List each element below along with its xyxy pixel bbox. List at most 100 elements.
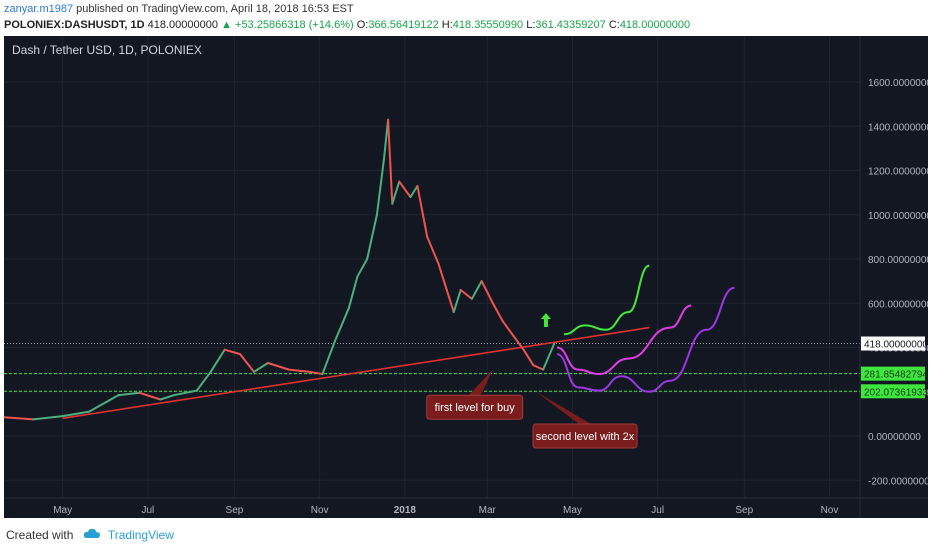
- price-segment: [391, 180, 401, 205]
- projection-curve: [556, 286, 735, 393]
- x-tick-label: May: [563, 505, 582, 516]
- y-tick-label: 1000.00000000: [868, 211, 928, 222]
- publish-line: zanyar.m1987 published on TradingView.co…: [4, 3, 354, 15]
- callout-pointer: [536, 391, 592, 424]
- grid: [4, 36, 860, 498]
- y-tick-label: -200.00000000: [868, 476, 928, 487]
- price-segment: [321, 339, 337, 376]
- price-segment: [347, 275, 359, 309]
- y-tick-label: 1200.00000000: [868, 167, 928, 178]
- tradingview-brand[interactable]: TradingView: [107, 528, 174, 542]
- level-price-tag: [861, 384, 925, 399]
- price-segment: [239, 353, 256, 373]
- y-tick-label: 1600.00000000: [868, 78, 928, 89]
- x-tick-label: May: [53, 505, 72, 516]
- low-value: 361.43359207: [535, 19, 606, 31]
- annotations: first level for buy second level with 2x: [426, 369, 638, 449]
- price-segment: [117, 391, 141, 397]
- published-text: published on TradingView.com, April 18, …: [73, 3, 354, 15]
- x-tick-label: Sep: [735, 505, 753, 516]
- y-tick-label: 0.00000000: [868, 432, 921, 443]
- projection-curve: [556, 304, 692, 376]
- x-tick-label: Mar: [479, 505, 497, 516]
- price-segment: [366, 213, 378, 260]
- price-segment: [491, 302, 504, 322]
- price-axis[interactable]: 1600.00000000 1400.00000000 1200.00000000 1…: [868, 78, 932, 487]
- price-segment: [501, 319, 515, 338]
- projection-curves: [540, 264, 735, 393]
- price-segment: [542, 342, 556, 371]
- price-segment: [387, 118, 394, 205]
- price-segment: [173, 389, 198, 397]
- price-segment: [138, 391, 162, 401]
- footer: Created with TradingView: [0, 518, 932, 550]
- price-segment: [409, 184, 419, 199]
- up-triangle-icon: ▲: [221, 19, 232, 31]
- price-segment: [426, 235, 440, 265]
- level-price-text: 281.85482794: [864, 370, 928, 381]
- price-segment: [382, 118, 390, 161]
- symbol-label: POLONIEX:DASHUSDT, 1D: [4, 19, 145, 31]
- price-segment: [209, 348, 226, 373]
- price-segment: [512, 335, 525, 351]
- x-tick-label: Jul: [141, 505, 154, 516]
- price-chart[interactable]: Dash / Tether USD, 1D, POLONIEX first le…: [3, 36, 932, 518]
- callout-text: first level for buy: [435, 402, 516, 414]
- x-tick-label: Nov: [821, 505, 839, 516]
- price-segment: [308, 370, 324, 376]
- x-tick-label: Jul: [651, 505, 664, 516]
- price-segment: [159, 394, 176, 401]
- y-tick-label: 600.00000000: [868, 299, 928, 310]
- created-with-label: Created with: [6, 528, 74, 542]
- callout-pointer: [468, 369, 493, 396]
- change-value: +53.25866318 (+14.6%): [235, 19, 354, 31]
- projection-curve: [564, 264, 650, 336]
- price-segment: [356, 258, 369, 278]
- up-arrow-icon: [540, 312, 551, 327]
- chart-title: Dash / Tether USD, 1D, POLONIEX: [12, 43, 202, 57]
- level-price-tag: [861, 366, 925, 381]
- symbol-info-line: POLONIEX:DASHUSDT, 1D 418.00000000 ▲ +53…: [4, 19, 690, 31]
- x-tick-label: Sep: [226, 505, 244, 516]
- callout-box: [426, 394, 524, 420]
- price-segment: [32, 415, 64, 421]
- price-segment: [266, 361, 290, 371]
- open-label: O:: [356, 19, 369, 31]
- callout-text: second level with 2x: [536, 431, 635, 443]
- open-value: 366.56419122: [368, 19, 439, 31]
- y-tick-label: 1400.00000000: [868, 122, 928, 133]
- price-segment: [398, 180, 412, 199]
- price-segment: [253, 361, 269, 373]
- close-label: C:: [608, 19, 620, 31]
- horizontal-levels: [4, 343, 860, 392]
- tradingview-cloud-icon: [83, 528, 101, 543]
- price-segment: [375, 158, 385, 216]
- price-segment: [195, 370, 212, 392]
- price-segment: [334, 306, 350, 342]
- chart-panel[interactable]: Dash / Tether USD, 1D, POLONIEX first le…: [3, 36, 932, 518]
- price-segment: [223, 348, 242, 356]
- level-price-tag: [861, 336, 925, 351]
- x-tick-label: Nov: [311, 505, 329, 516]
- close-value: 418.00000000: [619, 19, 691, 31]
- level-axis-labels: 418.00000000 281.85482794 202.07361933: [861, 336, 928, 399]
- price-segment: [452, 288, 462, 314]
- price-segment: [532, 364, 545, 371]
- created-with: Created with TradingView: [6, 528, 174, 543]
- author-link[interactable]: zanyar.m1987: [4, 3, 74, 15]
- level-price-text: 418.00000000: [864, 340, 928, 351]
- price-segment: [287, 368, 311, 373]
- time-axis[interactable]: May Jul Sep Nov 2018 Mar May Jul Sep Nov: [53, 505, 838, 516]
- price-segment: [470, 280, 483, 300]
- callout-box: [532, 423, 638, 449]
- price-segment: [416, 184, 429, 238]
- price-segment: [3, 416, 35, 421]
- price-segment: [88, 394, 120, 413]
- high-label: H:: [441, 19, 453, 31]
- price-segment: [522, 348, 535, 367]
- price-segment: [437, 262, 455, 314]
- trendline: [62, 326, 650, 420]
- y-tick-label: 800.00000000: [868, 255, 928, 266]
- x-tick-label: 2018: [394, 505, 417, 516]
- low-label: L:: [526, 19, 536, 31]
